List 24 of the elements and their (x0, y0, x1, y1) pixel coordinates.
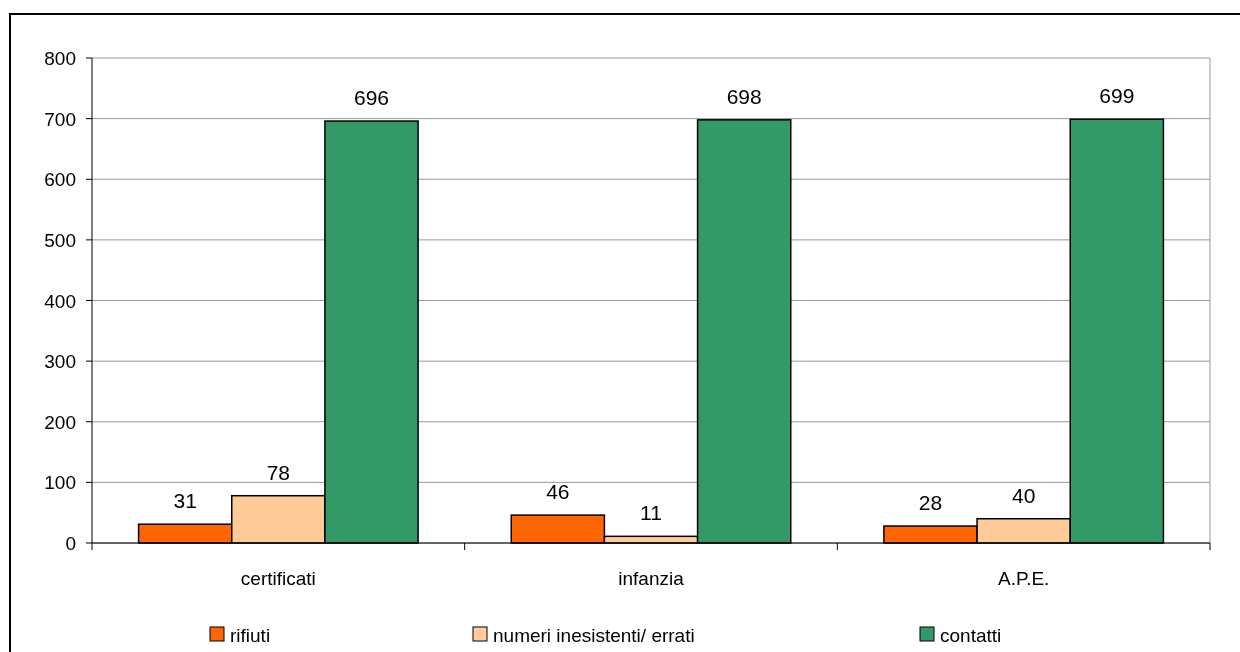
data-label: 696 (353, 86, 390, 110)
y-tick-label: 400 (44, 290, 76, 312)
data-label: 31 (173, 489, 197, 513)
data-label: 698 (726, 84, 762, 108)
legend-label: numeri inesistenti/ errati (493, 625, 695, 646)
y-tick-label: 600 (44, 169, 76, 191)
data-label: 699 (1099, 84, 1135, 108)
y-tick-label: 200 (44, 411, 76, 433)
y-tick-label: 800 (44, 48, 76, 69)
data-label: 40 (1011, 483, 1036, 507)
data-label: 28 (918, 491, 943, 515)
y-tick-label: 100 (44, 472, 76, 494)
data-label: 78 (266, 460, 291, 484)
legend-label: contatti (940, 625, 1002, 646)
data-label: 11 (640, 501, 662, 525)
y-tick-label: 0 (65, 533, 76, 554)
y-tick-label: 500 (44, 229, 76, 251)
x-tick-label: A.P.E. (997, 568, 1050, 589)
x-tick-label: infanzia (618, 568, 685, 589)
y-tick-label: 700 (44, 108, 76, 130)
data-label: 46 (546, 480, 570, 504)
legend-label: rifiuti (230, 625, 271, 646)
y-tick-label: 300 (44, 351, 76, 373)
x-tick-label: certificati (240, 568, 316, 589)
